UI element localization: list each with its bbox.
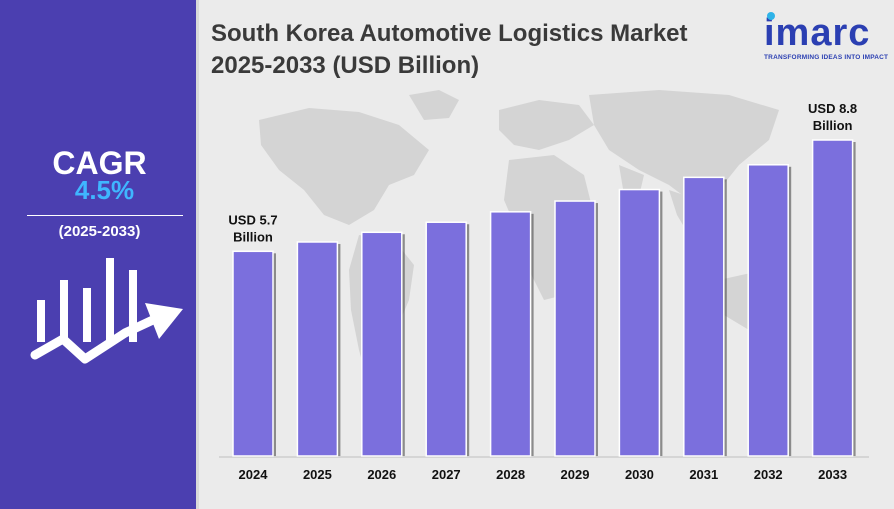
growth-bars-arrow-icon [30,258,183,364]
x-tick-label-2028: 2028 [496,467,525,482]
cagr-divider [27,215,183,216]
x-tick-label-2032: 2032 [754,467,783,482]
x-tick-label-2025: 2025 [303,467,332,482]
data-label-2033-line2: Billion [813,118,853,133]
bar-2027 [425,221,467,457]
bar-2032 [747,164,789,457]
x-tick-label-2026: 2026 [367,467,396,482]
chart-area: 2024 2025 2026 2027 2028 2029 2030 2031 2032 2033… [199,0,894,509]
bar-2033 [811,139,854,457]
data-label-2024-line1: USD 5.7 [228,212,277,227]
x-tick-label-2030: 2030 [625,467,654,482]
x-tick-label-2029: 2029 [561,467,590,482]
bar-2029 [554,200,596,457]
bar-chart: 2024 2025 2026 2027 2028 2029 2030 2031 2032 2033… [219,90,869,482]
cagr-period: (2025-2033) [58,223,141,240]
bar-2025 [296,241,339,457]
bar-2028 [489,211,532,457]
bar-2024 [232,250,274,457]
cagr-label: CAGR [52,145,147,181]
sidebar-panel: CAGR 4.5% (2025-2033) [0,0,199,509]
bar-2026 [361,231,403,457]
x-tick-label-2024: 2024 [239,467,269,482]
x-tick-label-2031: 2031 [689,467,718,482]
bar-2031 [683,176,725,457]
x-tick-label-2027: 2027 [432,467,461,482]
bar-2030 [618,188,661,457]
data-label-2033-line1: USD 8.8 [808,101,857,116]
x-tick-label-2033: 2033 [818,467,847,482]
data-label-2024-line2: Billion [233,229,273,244]
cagr-value: 4.5% [74,175,135,205]
